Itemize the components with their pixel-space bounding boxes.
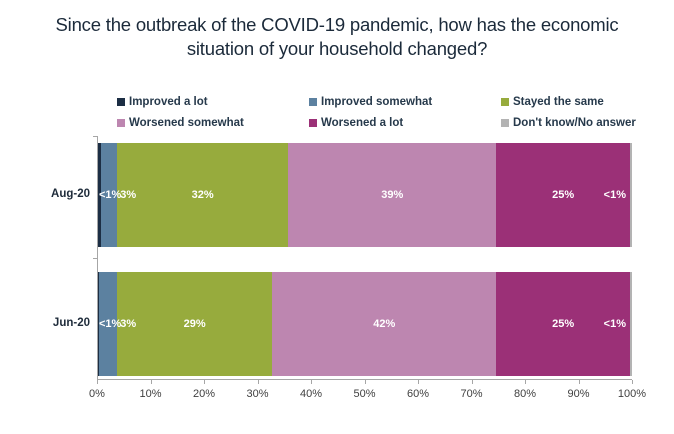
bar-segment-don-t-know-no-answer [629, 143, 632, 247]
bar-segment-worsened-somewhat [288, 143, 497, 247]
x-axis-tick-label: 0% [89, 388, 105, 400]
x-axis-tick-label: 50% [353, 388, 376, 400]
category-label-jun-20: Jun-20 [52, 317, 90, 329]
legend-swatch-icon [501, 119, 509, 127]
bar-value-label: 32% [191, 189, 214, 201]
legend-item-improved-a-lot: Improved a lot [117, 96, 309, 108]
bar-segment-don-t-know-no-answer [629, 272, 632, 376]
y-axis-tick [93, 136, 97, 137]
legend-item-worsened-a-lot: Worsened a lot [309, 117, 501, 129]
bar-segment-worsened-a-lot [496, 272, 630, 376]
legend-swatch-icon [117, 119, 125, 127]
category-label-aug-20: Aug-20 [51, 188, 90, 200]
bar-value-label: 42% [373, 318, 396, 330]
bar-segment-stayed-the-same [117, 272, 273, 376]
x-axis-line [97, 379, 632, 380]
plot-area: <1% 3% 32% 39% 25% <1% <1% 3% 29% 42% 25% <1% 0% 10% 2… [89, 136, 646, 400]
bar-segment-improved-somewhat [101, 143, 118, 247]
x-axis-tick [632, 380, 633, 384]
bar-segment-improved-a-lot [98, 272, 99, 376]
x-axis-tick-label: 70% [460, 388, 483, 400]
bar-value-label: 39% [381, 189, 404, 201]
x-axis-tick [257, 380, 259, 384]
x-axis-tick-label: 40% [299, 388, 323, 400]
x-axis-tick-label: 10% [139, 388, 162, 400]
legend: Improved a lot Improved somewhat Stayed th… [117, 96, 657, 129]
x-axis-tick [97, 380, 98, 384]
bar-value-label: <1% [99, 318, 122, 330]
legend-label: Don't know/No answer [513, 117, 636, 129]
bar-segment-stayed-the-same [117, 143, 289, 247]
bar-segment-improved-a-lot [98, 143, 102, 247]
bar-value-label: <1% [603, 189, 626, 201]
chart-title: Since the outbreak of the COVID-19 pande… [55, 14, 619, 60]
legend-label: Stayed the same [513, 96, 604, 108]
x-axis-tick [525, 380, 526, 384]
bar-row-jun-20: <1% 3% 29% 42% 25% <1% [98, 272, 632, 376]
legend-label: Worsened a lot [321, 117, 404, 129]
legend-item-stayed-the-same: Stayed the same [501, 96, 657, 108]
x-axis-tick-label: 90% [567, 388, 590, 400]
x-axis-tick [150, 380, 152, 384]
x-axis-tick [204, 380, 205, 384]
y-axis-tick [93, 258, 97, 259]
legend-item-improved-somewhat: Improved somewhat [309, 96, 501, 108]
x-axis-tick-label: 20% [192, 388, 216, 400]
x-axis-tick [471, 380, 473, 384]
x-axis-tick [364, 380, 366, 384]
x-axis-tick-label: 100% [617, 388, 647, 400]
legend-label: Improved somewhat [321, 96, 433, 108]
x-axis-tick-label: 80% [513, 388, 537, 400]
x-axis-tick [578, 380, 580, 384]
legend-swatch-icon [117, 98, 125, 106]
bar-value-label: 25% [552, 318, 575, 330]
bar-segment-worsened-a-lot [496, 143, 630, 247]
bar-value-label: 3% [120, 189, 137, 201]
legend-swatch-icon [309, 98, 317, 106]
bar-row-aug-20: <1% 3% 32% 39% 25% <1% [98, 143, 632, 247]
x-axis-tick-label: 30% [246, 388, 269, 400]
legend-swatch-icon [501, 98, 509, 106]
bar-value-label: <1% [603, 318, 626, 330]
legend-item-don-t-know-no-answer: Don't know/No answer [501, 117, 657, 129]
bar-value-label: 25% [552, 189, 575, 201]
bar-segment-improved-somewhat [98, 272, 118, 376]
legend-label: Improved a lot [129, 96, 208, 108]
bar-value-label: 29% [183, 318, 206, 330]
bar-segment-worsened-somewhat [272, 272, 497, 376]
x-axis-tick [418, 380, 419, 384]
legend-swatch-icon [309, 119, 317, 127]
bar-value-label: <1% [99, 189, 122, 201]
legend-item-worsened-somewhat: Worsened somewhat [117, 117, 309, 129]
bar-value-label: 3% [120, 318, 137, 330]
legend-label: Worsened somewhat [129, 117, 244, 129]
y-axis-line [97, 136, 98, 379]
x-axis-tick [311, 380, 312, 384]
x-axis-tick-label: 60% [406, 388, 430, 400]
